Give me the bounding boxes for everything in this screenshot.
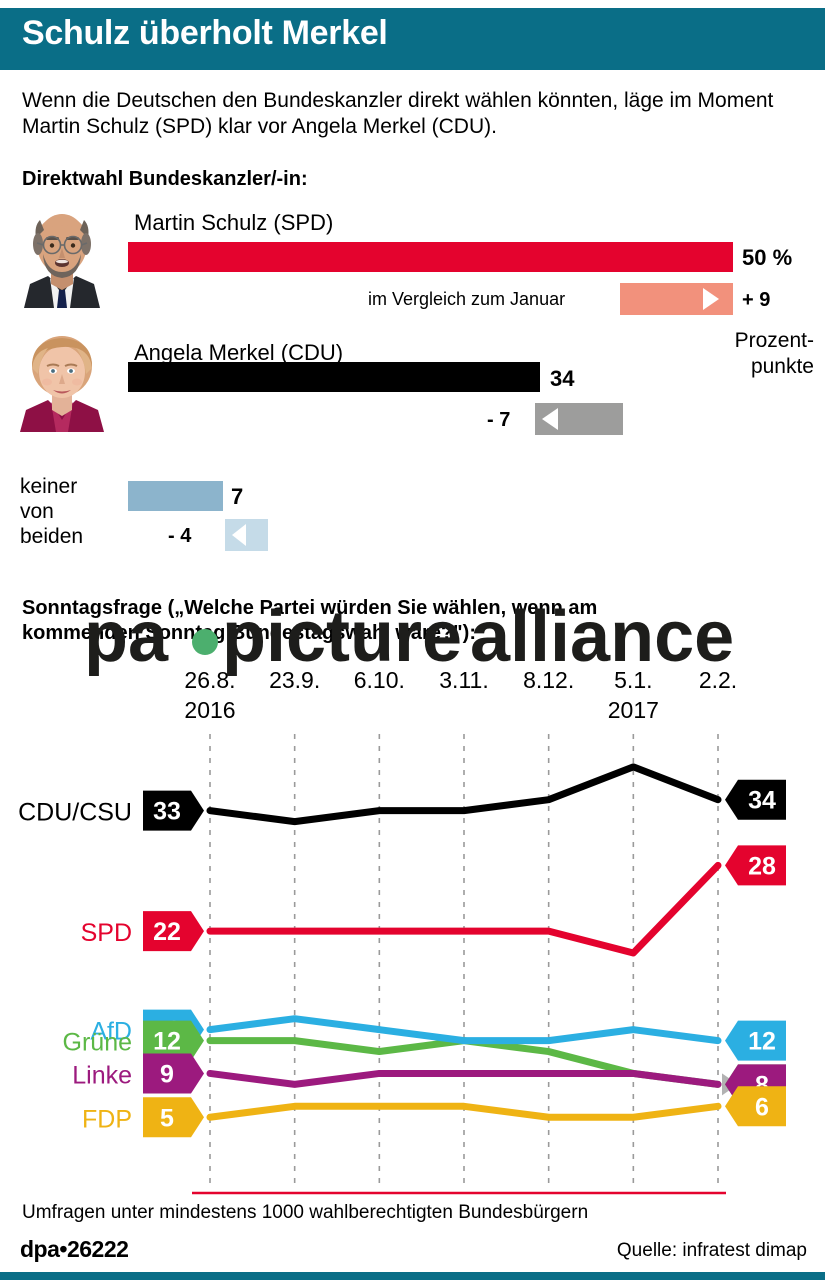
badge-value: 9: [160, 1060, 174, 1088]
badge-shape: [143, 1053, 204, 1094]
intro-text: Wenn die Deutschen den Bundeskanzler dir…: [22, 89, 774, 138]
series-name-label: SPD: [81, 919, 132, 947]
series-value-badge: 9: [143, 1053, 204, 1094]
series-value-badge: 12: [725, 1020, 786, 1061]
unit-label-line2: punkte: [750, 355, 814, 378]
series-fdp: [206, 1102, 722, 1121]
footnote: Umfragen unter mindestens 1000 wahlberec…: [22, 1202, 589, 1223]
page-title: Schulz überholt Merkel: [22, 14, 388, 52]
series-line: [206, 1015, 722, 1045]
footer-bar: [0, 1272, 825, 1280]
delta-value-neither: - 4: [168, 525, 192, 547]
badge-value: 6: [755, 1093, 769, 1121]
series-afd: [206, 1015, 722, 1045]
series-value-badge: 34: [725, 779, 786, 820]
badge-shape: [143, 911, 204, 952]
x-tick-label: 3.11.: [439, 667, 488, 693]
series-value-badge: 28: [725, 845, 786, 886]
section-title-direct-election: Direktwahl Bundeskanzler/-in:: [22, 168, 308, 190]
neither-label-line1: keiner: [20, 475, 78, 498]
sunday-title-line2: kommenden Sonntag Bundestagswahl wäre?")…: [22, 622, 476, 644]
bar-neither: [128, 481, 223, 511]
bar-value-merkel: 34: [550, 366, 575, 391]
series-value-badge: 33: [143, 790, 204, 831]
bar-value-schulz: 50 %: [742, 245, 793, 270]
series-cducsu: [206, 763, 722, 826]
section-title-sunday-question: Sonntagsfrage („Welche Partei würden Sie…: [22, 596, 812, 646]
candidate-name-schulz: Martin Schulz (SPD): [134, 210, 334, 235]
badge-shape: [725, 779, 786, 820]
dpa-code: dpa•26222: [20, 1236, 129, 1262]
x-axis-labels: 26.8. 23.9. 6.10. 3.11. 8.12. 5.1. 2.2. 2016 201…: [184, 667, 737, 723]
candidate-name-merkel: Angela Merkel (CDU): [134, 340, 344, 365]
neither-label: keiner von beiden: [20, 474, 83, 549]
badge-value: 28: [748, 852, 776, 880]
bar-schulz: [128, 242, 733, 272]
x-year-label: 2017: [608, 697, 659, 723]
series-line: [206, 1102, 722, 1121]
x-tick-label: 6.10.: [354, 667, 405, 693]
series-value-badge: 12: [143, 1020, 204, 1061]
x-tick-label: 5.1.: [614, 667, 652, 693]
series-name-label: CDU/CSU: [18, 799, 132, 827]
delta-bar-merkel: [535, 403, 623, 435]
delta-bar-schulz: [620, 283, 733, 315]
series-line: [206, 861, 722, 957]
series-name-label: Linke: [72, 1061, 132, 1089]
neither-label-line2: von: [20, 500, 54, 523]
comparison-label: im Vergleich zum Januar: [368, 289, 566, 309]
badge-shape: [143, 1097, 204, 1138]
badge-shape: [143, 1020, 204, 1061]
poll-trend-chart: 26.8. 23.9. 6.10. 3.11. 8.12. 5.1. 2.2. 2016 201…: [0, 660, 825, 1205]
series-name-label: FDP: [82, 1105, 132, 1133]
source-label: Quelle: infratest dimap: [616, 1240, 807, 1261]
badge-value: 33: [153, 798, 181, 826]
badge-shape: [725, 1086, 786, 1127]
portrait-angela-merkel: [18, 330, 106, 432]
series-name-label: AfD: [90, 1018, 132, 1046]
series-value-badge: 22: [143, 911, 204, 952]
delta-bar-neither: [225, 519, 268, 551]
unit-label: Prozent- punkte: [710, 328, 814, 380]
bar-value-neither: 7: [231, 484, 244, 509]
series-spd: [206, 861, 722, 957]
unit-label-line1: Prozent-: [734, 329, 814, 352]
x-tick-label: 23.9.: [269, 667, 320, 693]
badge-value: 5: [160, 1104, 174, 1132]
badge-value: 12: [748, 1028, 776, 1056]
badge-shape: [725, 1020, 786, 1061]
header-bar: [0, 8, 825, 70]
delta-value-schulz: + 9: [742, 289, 771, 311]
x-tick-label: 8.12.: [523, 667, 574, 693]
x-tick-label: 2.2.: [699, 667, 737, 693]
series-name-label: Grüne: [63, 1029, 132, 1057]
sunday-title-line1: Sonntagsfrage („Welche Partei würden Sie…: [22, 597, 598, 619]
series-line: [206, 763, 722, 826]
badge-value: 34: [748, 787, 776, 815]
badge-value: 12: [153, 1028, 181, 1056]
neither-label-line3: beiden: [20, 525, 84, 548]
series-line: [206, 1069, 722, 1088]
series-value-badge: 5: [143, 1097, 204, 1138]
series-value-badge: 6: [725, 1086, 786, 1127]
badge-shape: [725, 845, 786, 886]
portrait-martin-schulz: [18, 206, 106, 308]
badge-value: 22: [153, 918, 181, 946]
badge-shape: [143, 790, 204, 831]
x-year-label: 2016: [184, 697, 235, 723]
x-tick-label: 26.8.: [184, 667, 235, 693]
series-linke: [206, 1069, 722, 1088]
bar-merkel: [128, 362, 540, 392]
delta-value-merkel: - 7: [487, 409, 511, 431]
gridlines: [209, 734, 719, 1188]
